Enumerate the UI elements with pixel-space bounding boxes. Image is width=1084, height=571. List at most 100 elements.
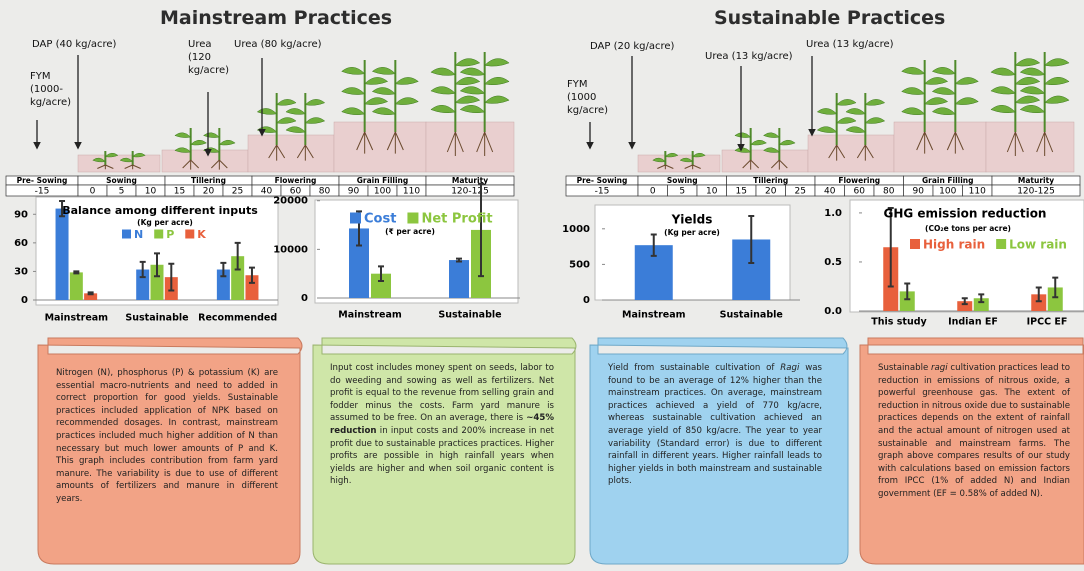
legend-swatch [154, 230, 163, 239]
leaf [431, 87, 455, 95]
leaf [735, 133, 751, 138]
leaf [485, 96, 509, 104]
input-label: Urea (13 kg/acre) [705, 50, 793, 63]
leaf [257, 127, 276, 133]
y-tick-label: 0.5 [824, 257, 842, 268]
leaf [1015, 77, 1039, 85]
stage-label: Maturity [1018, 176, 1054, 185]
input-label: Urea (120 kg/acre) [188, 38, 236, 77]
leaf [342, 67, 365, 74]
note-emphasis: Ragi [780, 363, 799, 373]
leaf [395, 77, 418, 84]
chart-subtitle: (Kg per acre) [137, 218, 193, 227]
y-tick-label: 0.0 [824, 306, 842, 317]
soil [638, 155, 720, 172]
input-label: FYM (1000 kg/acre) [567, 78, 613, 117]
day-label: 110 [969, 187, 986, 197]
leaf [779, 140, 795, 145]
chart-title: GHG emission reduction [884, 207, 1047, 221]
note-emphasis: ragi [931, 363, 948, 373]
legend-swatch [996, 239, 1006, 249]
input-label: DAP (40 kg/acre) [32, 38, 116, 51]
soil [334, 122, 426, 172]
input-label: Urea (13 kg/acre) [806, 38, 894, 51]
day-label: 80 [319, 187, 331, 197]
x-tick-label: Recommended [198, 313, 277, 324]
leaf [846, 127, 865, 133]
leaf [372, 108, 395, 115]
leaf [1020, 68, 1044, 76]
leaf [286, 127, 305, 133]
leaf [277, 99, 296, 105]
leaf [932, 108, 955, 115]
leaf [286, 108, 305, 114]
leaf [455, 59, 479, 67]
day-label: 10 [706, 187, 718, 197]
stage-label: Tillering [753, 176, 788, 185]
x-tick-label: Mainstream [338, 310, 402, 321]
day-label: 25 [795, 187, 806, 197]
y-tick-label: 1000 [562, 224, 590, 235]
day-label: 40 [261, 187, 273, 197]
leaf [1015, 59, 1039, 67]
note-text: Sustainable [878, 363, 931, 373]
leaf [865, 99, 884, 105]
leaf [925, 77, 948, 84]
section-title: Mainstream Practices [160, 7, 392, 29]
leaf [365, 98, 388, 105]
legend-label: Low rain [1009, 238, 1067, 252]
leaf [1045, 77, 1069, 85]
leaf [1045, 96, 1069, 104]
day-label: 15 [736, 187, 747, 197]
leaf [342, 87, 365, 94]
y-tick-label: 10000 [273, 244, 308, 255]
x-tick-label: Indian EF [948, 317, 998, 328]
leaf [751, 140, 767, 145]
day-label: 90 [913, 187, 925, 197]
stage-label: Flowering [275, 176, 317, 185]
stage-label: Pre- Sowing [577, 176, 628, 185]
note-text: Input cost includes money spent on seeds… [330, 363, 554, 423]
input-label: FYM (1000- kg/acre) [30, 70, 76, 109]
leaf [395, 98, 418, 105]
day-label: 20 [765, 187, 777, 197]
x-tick-label: Mainstream [45, 313, 109, 324]
leaf [902, 87, 925, 94]
leaf [175, 133, 191, 138]
y-tick-label: 90 [14, 209, 28, 220]
y-tick-label: 500 [569, 259, 590, 270]
stage-label: Sowing [106, 176, 137, 185]
chart-subtitle: (CO₂e tons per acre) [925, 224, 1011, 233]
day-label: 10 [145, 187, 157, 197]
stage-label: Tillering [191, 176, 226, 185]
leaf [277, 118, 296, 124]
soil [426, 122, 514, 172]
input-label: Urea (80 kg/acre) [234, 38, 322, 51]
soil [78, 155, 160, 172]
leaf [991, 105, 1015, 113]
leaf [431, 68, 455, 76]
soil [986, 122, 1074, 172]
leaf [991, 87, 1015, 95]
legend-swatch [122, 230, 131, 239]
day-label: 15 [174, 187, 185, 197]
leaf [191, 140, 207, 145]
y-tick-label: 20000 [273, 196, 308, 207]
y-tick-label: 30 [14, 266, 28, 277]
chart-title: Balance among different inputs [62, 204, 258, 217]
leaf [485, 77, 509, 85]
note: Input cost includes money spent on seeds… [330, 362, 554, 488]
day-label: 0 [90, 187, 96, 197]
leaf [204, 133, 220, 138]
leaf [902, 108, 925, 115]
leaf [1020, 87, 1044, 95]
day-label: 110 [403, 187, 420, 197]
leaf [365, 77, 388, 84]
leaf [925, 98, 948, 105]
stage-label: Sowing [667, 176, 698, 185]
leaf [932, 87, 955, 94]
leaf [460, 105, 484, 113]
day-label: 90 [348, 187, 360, 197]
legend-label: P [166, 228, 174, 241]
